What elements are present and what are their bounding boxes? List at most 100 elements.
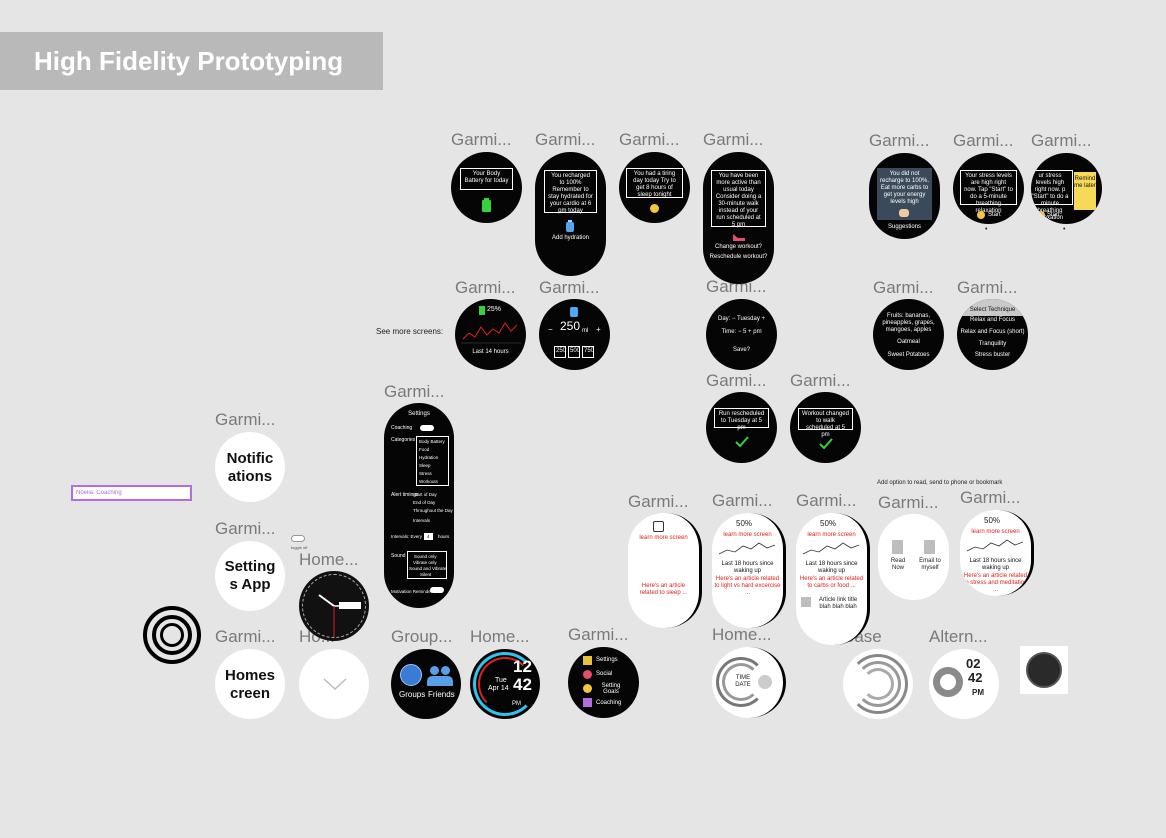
vibrate-only-option[interactable]: Vibrate only: [413, 560, 437, 565]
light-exercise-article-screen[interactable]: 50% learn more screen Last 18 hours sinc…: [712, 513, 786, 628]
hydration-notification-screen[interactable]: You recharged to 100% Remember to stay h…: [535, 152, 606, 276]
frame-label[interactable]: Garmi...: [957, 278, 1018, 297]
ml-option-250[interactable]: 250: [554, 346, 566, 358]
stress-notification-screen[interactable]: Your stress levels are high right now. T…: [953, 153, 1024, 224]
read-now-button[interactable]: Read Now: [890, 558, 906, 571]
frame-label[interactable]: Garmi...: [712, 491, 773, 510]
battery-graph-screen[interactable]: 25% Last 14 hours: [455, 299, 526, 370]
workout-changed-screen[interactable]: Workout changed to walk scheduled at 5 p…: [790, 392, 861, 463]
email-myself-button[interactable]: Email to myself: [919, 558, 941, 571]
carbs-article-screen[interactable]: 50% learn more screen Last 18 hours sinc…: [796, 513, 870, 645]
technique-select-screen[interactable]: Select Technique Relax and Focus Relax a…: [957, 299, 1028, 370]
base-watch-face[interactable]: [843, 649, 913, 719]
battery-notification-screen[interactable]: Your Body Battery for today: [451, 152, 522, 223]
food-suggestion-screen[interactable]: You did not recharge to 100%. Eat more c…: [869, 153, 940, 239]
run-rescheduled-screen[interactable]: Run rescheduled to Tuesday at 5 pm: [706, 392, 777, 463]
article-stress-link[interactable]: Here's an article related to stress and …: [963, 573, 1028, 593]
groups-friends-screen[interactable]: Groups Friends: [391, 649, 461, 719]
alternate-watch-face[interactable]: 02 42 PM: [929, 649, 999, 719]
frame-label[interactable]: Garmi...: [878, 493, 939, 512]
comment-input[interactable]: [71, 485, 192, 501]
day-picker[interactable]: Day: − Tuesday +: [717, 316, 766, 322]
frame-label[interactable]: Garmi...: [568, 625, 629, 644]
coaching-toggle[interactable]: [420, 425, 434, 431]
technique-relax-focus-short[interactable]: Relax and Focus (short): [960, 329, 1025, 335]
confirm-watch-screen[interactable]: [299, 649, 369, 719]
menu-setting-goals[interactable]: Setting Goals: [601, 683, 621, 695]
article-light-link[interactable]: Here's an article related to light vs ha…: [714, 576, 781, 596]
learn-more-link[interactable]: learn more screen: [723, 532, 772, 538]
homescreen-screen[interactable]: Homes creen: [215, 649, 285, 719]
category-workouts[interactable]: Workouts: [419, 479, 438, 484]
silent-option[interactable]: Silent: [420, 572, 432, 577]
time-picker[interactable]: Time: − 5 + pm: [721, 329, 762, 335]
frame-label[interactable]: Garmi...: [384, 382, 445, 401]
frame-label-group[interactable]: Group...: [391, 627, 453, 646]
sleep-article-screen[interactable]: learn more screen Here's an article rela…: [628, 513, 702, 628]
frame-label[interactable]: Garmi...: [790, 371, 851, 390]
frame-label-home[interactable]: Home...: [299, 550, 359, 569]
frame-label[interactable]: Garmi...: [869, 131, 930, 150]
notifications-app-screen[interactable]: Notific ations: [215, 432, 285, 502]
ml-option-750[interactable]: 750: [582, 346, 594, 358]
add-hydration-button[interactable]: Add hydration: [551, 235, 590, 241]
frame-label[interactable]: Garmi...: [628, 492, 689, 511]
read-options-screen[interactable]: Read Now Email to myself: [878, 514, 949, 600]
sleep-notification-screen[interactable]: You had a tiring day today Try to get 8 …: [619, 152, 690, 223]
category-sleep[interactable]: Sleep: [419, 463, 431, 468]
frame-label[interactable]: Garmi...: [215, 410, 276, 429]
article-link-title[interactable]: Article link title blah blah blah: [818, 597, 858, 610]
frame-label[interactable]: Garmi...: [451, 130, 512, 149]
frame-label-alternate[interactable]: Altern...: [929, 627, 988, 646]
suggestions-button[interactable]: Suggestions: [887, 224, 922, 230]
technique-tranquility[interactable]: Tranquility: [978, 341, 1007, 347]
water-intake-screen[interactable]: − 250 ml + 250 500 750: [539, 299, 610, 370]
change-workout-button[interactable]: Change workout?: [714, 244, 763, 250]
article-carbs-link[interactable]: Here's an article related to carbs or fo…: [799, 576, 864, 589]
frame-label[interactable]: Garmi...: [215, 519, 276, 538]
groups-label[interactable]: Groups: [399, 690, 426, 699]
analog-watch-face[interactable]: [299, 571, 369, 641]
start-button[interactable]: Start: [1047, 212, 1060, 218]
frame-label[interactable]: Garmi...: [215, 627, 276, 646]
sound-only-option[interactable]: Sound only: [414, 554, 437, 559]
main-menu-screen[interactable]: Settings Social Setting Goals Coaching: [568, 647, 639, 718]
technique-relax-focus[interactable]: Relax and Focus: [969, 317, 1016, 323]
workout-notification-screen[interactable]: You have been more active than usual tod…: [703, 152, 774, 284]
settings-screen[interactable]: Settings Coaching Categories Body Batter…: [384, 403, 454, 608]
frame-label[interactable]: Garmi...: [953, 131, 1014, 150]
frame-label-home[interactable]: Home...: [712, 625, 772, 644]
save-button[interactable]: Save?: [732, 347, 750, 353]
menu-settings[interactable]: Settings: [596, 657, 618, 663]
frame-label[interactable]: Garmi...: [960, 488, 1021, 507]
friends-label[interactable]: Friends: [428, 690, 455, 699]
category-stress[interactable]: Stress: [419, 471, 432, 476]
digital-home-screen[interactable]: 12 Tue Apr 14 42 PM: [470, 649, 540, 719]
article-sleep-link[interactable]: Here's an article related to sleep ...: [639, 583, 688, 596]
increase-button[interactable]: +: [596, 325, 601, 334]
settings-app-screen[interactable]: Setting s App: [215, 541, 285, 611]
time-date-screen[interactable]: TIME DATE: [712, 647, 786, 718]
frame-label[interactable]: Garmi...: [703, 130, 764, 149]
ml-option-500[interactable]: 500: [568, 346, 580, 358]
decrease-button[interactable]: −: [548, 325, 553, 334]
frame-label[interactable]: Garmi...: [706, 371, 767, 390]
learn-more-link[interactable]: learn more screen: [639, 535, 688, 541]
food-list-screen[interactable]: Fruits: bananas, pineapples, grapes, man…: [873, 299, 944, 370]
category-food[interactable]: Food: [419, 447, 430, 452]
start-button[interactable]: Start: [988, 212, 1001, 218]
oatmeal-item[interactable]: Oatmeal: [897, 339, 920, 345]
frame-label[interactable]: Garmi...: [1031, 131, 1092, 150]
stress-article-screen[interactable]: 50% learn more screen Last 18 hours sinc…: [960, 510, 1034, 596]
frame-label[interactable]: Garmi...: [619, 130, 680, 149]
stress-remind-screen[interactable]: ur stress levels high right now. p "Star…: [1031, 153, 1102, 224]
sound-vibrate-option[interactable]: Sound and Vibrate: [409, 566, 447, 571]
motivation-toggle[interactable]: [430, 587, 444, 593]
frame-label[interactable]: Garmi...: [535, 130, 596, 149]
frame-label[interactable]: Garmi...: [873, 278, 934, 297]
learn-more-link[interactable]: learn more screen: [807, 532, 856, 538]
alert-end-day[interactable]: End of Day: [413, 500, 436, 505]
interval-value[interactable]: 4: [424, 533, 433, 540]
frame-label-home[interactable]: Home...: [470, 627, 530, 646]
alert-intervals[interactable]: Intervals: [413, 518, 431, 523]
